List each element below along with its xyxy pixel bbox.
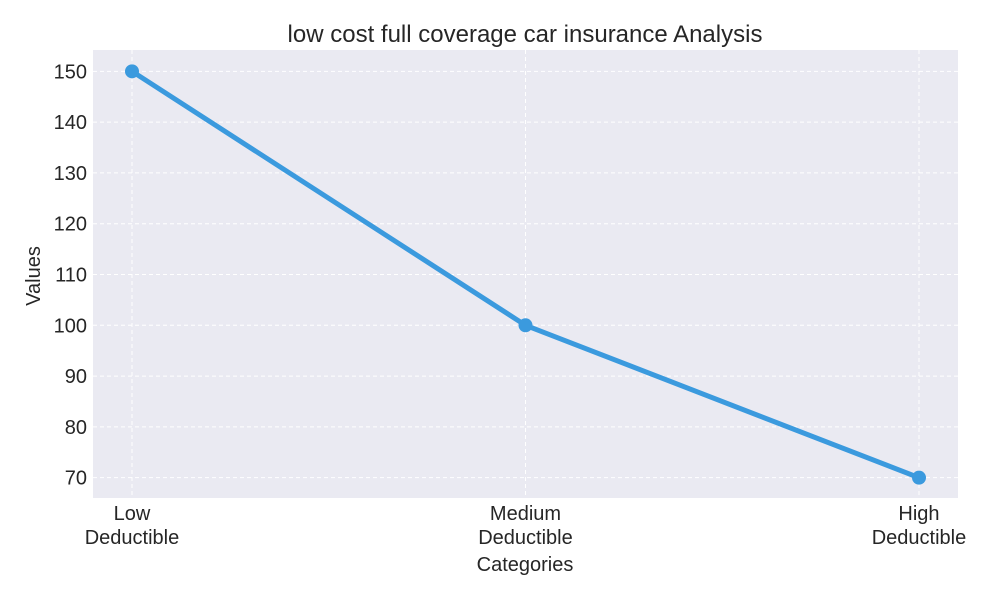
x-axis-ticks: Low Deductible Medium Deductible High Deducti…	[85, 503, 967, 549]
y-tick-label: 80	[65, 417, 87, 439]
x-axis-label: Categories	[477, 554, 574, 576]
data-point	[912, 470, 926, 485]
series-layer	[125, 64, 926, 485]
data-point	[518, 318, 533, 333]
x-gridlines	[131, 50, 920, 498]
x-tick-label: Low Deductible	[85, 503, 180, 549]
y-tick-label: 150	[54, 61, 87, 83]
y-tick-label: 70	[65, 468, 87, 490]
y-axis-label: Values	[23, 246, 45, 306]
x-tick-label: Medium Deductible	[478, 503, 573, 549]
y-tick-label: 110	[55, 265, 87, 287]
y-tick-label: 130	[54, 163, 87, 185]
y-tick-label: 120	[54, 214, 87, 236]
data-point	[125, 64, 139, 79]
y-tick-label: 140	[54, 112, 87, 134]
chart-title: low cost full coverage car insurance Ana…	[288, 21, 763, 48]
y-axis-ticks: 70 80 90 100 110 120 130 140 150	[54, 61, 87, 489]
x-tick-label: High Deductible	[872, 503, 967, 549]
y-tick-label: 90	[65, 366, 87, 388]
y-tick-label: 100	[54, 315, 87, 337]
